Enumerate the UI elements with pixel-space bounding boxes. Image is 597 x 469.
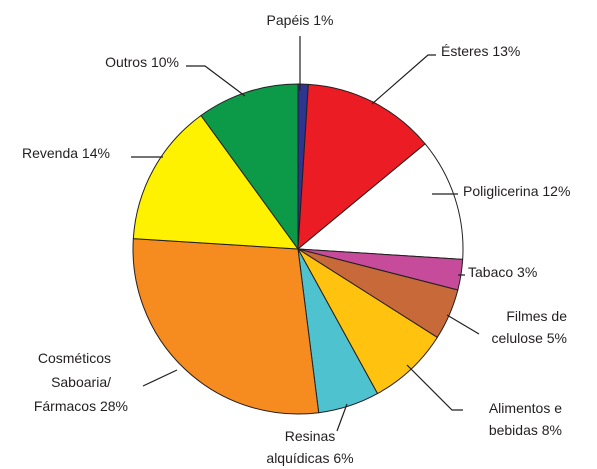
label-poliglicerina: Poliglicerina 12% bbox=[463, 183, 571, 199]
label-alimentos-line2: bebidas 8% bbox=[488, 422, 562, 438]
leader-esteres bbox=[371, 54, 436, 105]
label-outros: Outros 10% bbox=[105, 54, 179, 70]
pie-slice-2 bbox=[297, 143, 464, 260]
leader-cosmeticos bbox=[142, 369, 178, 387]
pie-slice-7 bbox=[132, 238, 320, 415]
leader-filmes bbox=[446, 314, 480, 335]
label-filmes-line2: celulose 5% bbox=[491, 330, 568, 346]
pie-slice-9 bbox=[200, 83, 299, 250]
label-cosmeticos-line3: Fármacos 28% bbox=[33, 398, 128, 414]
leader-alimentos bbox=[406, 364, 463, 411]
label-cosmeticos-line1: Cosméticos bbox=[37, 350, 111, 366]
label-esteres: Ésteres 13% bbox=[441, 43, 521, 59]
label-cosmeticos-line2: Saboaria/ bbox=[51, 374, 111, 390]
pie-slice-8 bbox=[132, 115, 299, 250]
leader-outros bbox=[186, 65, 246, 97]
leader-resinas bbox=[336, 403, 348, 432]
label-resinas-line2: alquídicas 6% bbox=[266, 450, 354, 466]
label-papeis: Papéis 1% bbox=[266, 12, 334, 28]
label-filmes-line1: Filmes de bbox=[506, 308, 567, 324]
label-resinas-line1: Resinas bbox=[284, 428, 336, 444]
pie-slice-1 bbox=[297, 83, 426, 250]
label-tabaco: Tabaco 3% bbox=[468, 264, 538, 280]
label-revenda: Revenda 14% bbox=[22, 145, 110, 161]
label-alimentos-line1: Alimentos e bbox=[488, 400, 562, 416]
